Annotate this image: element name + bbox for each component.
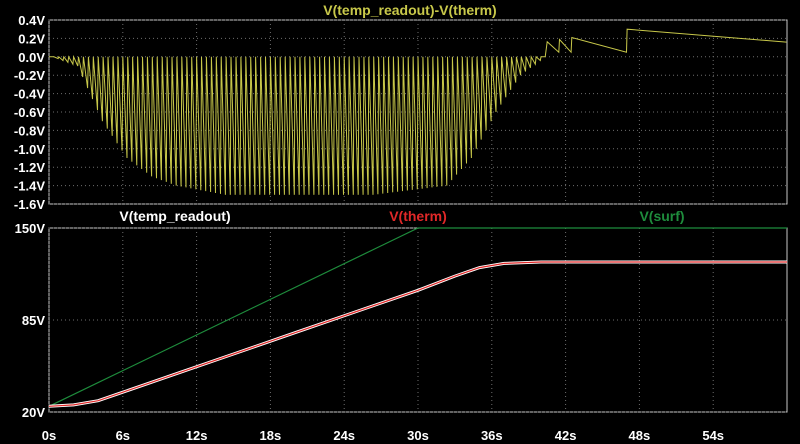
x-tick-label: 12s	[186, 428, 208, 443]
y-tick-label: -0.2V	[14, 68, 45, 83]
bottom-traces[interactable]	[48, 227, 787, 408]
y-tick-label: -1.4V	[14, 179, 45, 194]
y-tick-label: -0.4V	[14, 87, 45, 102]
x-tick-label: 24s	[333, 428, 355, 443]
x-tick-label: 30s	[407, 428, 429, 443]
top-pane[interactable]: 0.4V 0.2V 0.0V -0.2V -0.4V -0.6V -0.8V -1.0V -1.…	[14, 2, 788, 212]
y-tick-label: -1.6V	[14, 197, 45, 212]
y-tick-label: -0.6V	[14, 105, 45, 120]
top-y-ticks: 0.4V 0.2V 0.0V -0.2V -0.4V -0.6V -0.8V -1.0V -1.…	[14, 13, 45, 212]
trace-title-temp-readout[interactable]: V(temp_readout)	[119, 208, 230, 224]
x-tick-label: 18s	[260, 428, 282, 443]
y-tick-label: 20V	[22, 405, 45, 420]
trace-title-therm[interactable]: V(therm)	[389, 208, 447, 224]
bottom-x-ticks: 0s 6s 12s 18s 24s 30s 36s 42s 48s 54s	[42, 428, 724, 443]
top-trace[interactable]	[49, 28, 787, 195]
y-tick-label: 150V	[15, 221, 46, 236]
trace-title-diff[interactable]: V(temp_readout)-V(therm)	[323, 2, 496, 18]
y-tick-label: -1.2V	[14, 160, 45, 175]
y-tick-label: 0.4V	[18, 13, 45, 28]
x-tick-label: 54s	[702, 428, 724, 443]
x-tick-label: 36s	[481, 428, 503, 443]
series-line-therm[interactable]	[48, 261, 787, 407]
x-tick-label: 0s	[42, 428, 56, 443]
x-tick-label: 6s	[116, 428, 130, 443]
x-tick-label: 42s	[555, 428, 577, 443]
y-tick-label: 0.2V	[18, 31, 45, 46]
y-tick-label: -0.8V	[14, 123, 45, 138]
trace-title-surf[interactable]: V(surf)	[639, 208, 684, 224]
y-tick-label: 0.0V	[18, 50, 45, 65]
x-tick-label: 48s	[629, 428, 651, 443]
series-line-surf[interactable]	[48, 227, 787, 407]
y-tick-label: 85V	[22, 313, 45, 328]
bottom-y-ticks: 150V 85V 20V	[15, 221, 46, 420]
series-line-diff[interactable]	[49, 28, 787, 195]
y-tick-label: -1.0V	[14, 142, 45, 157]
